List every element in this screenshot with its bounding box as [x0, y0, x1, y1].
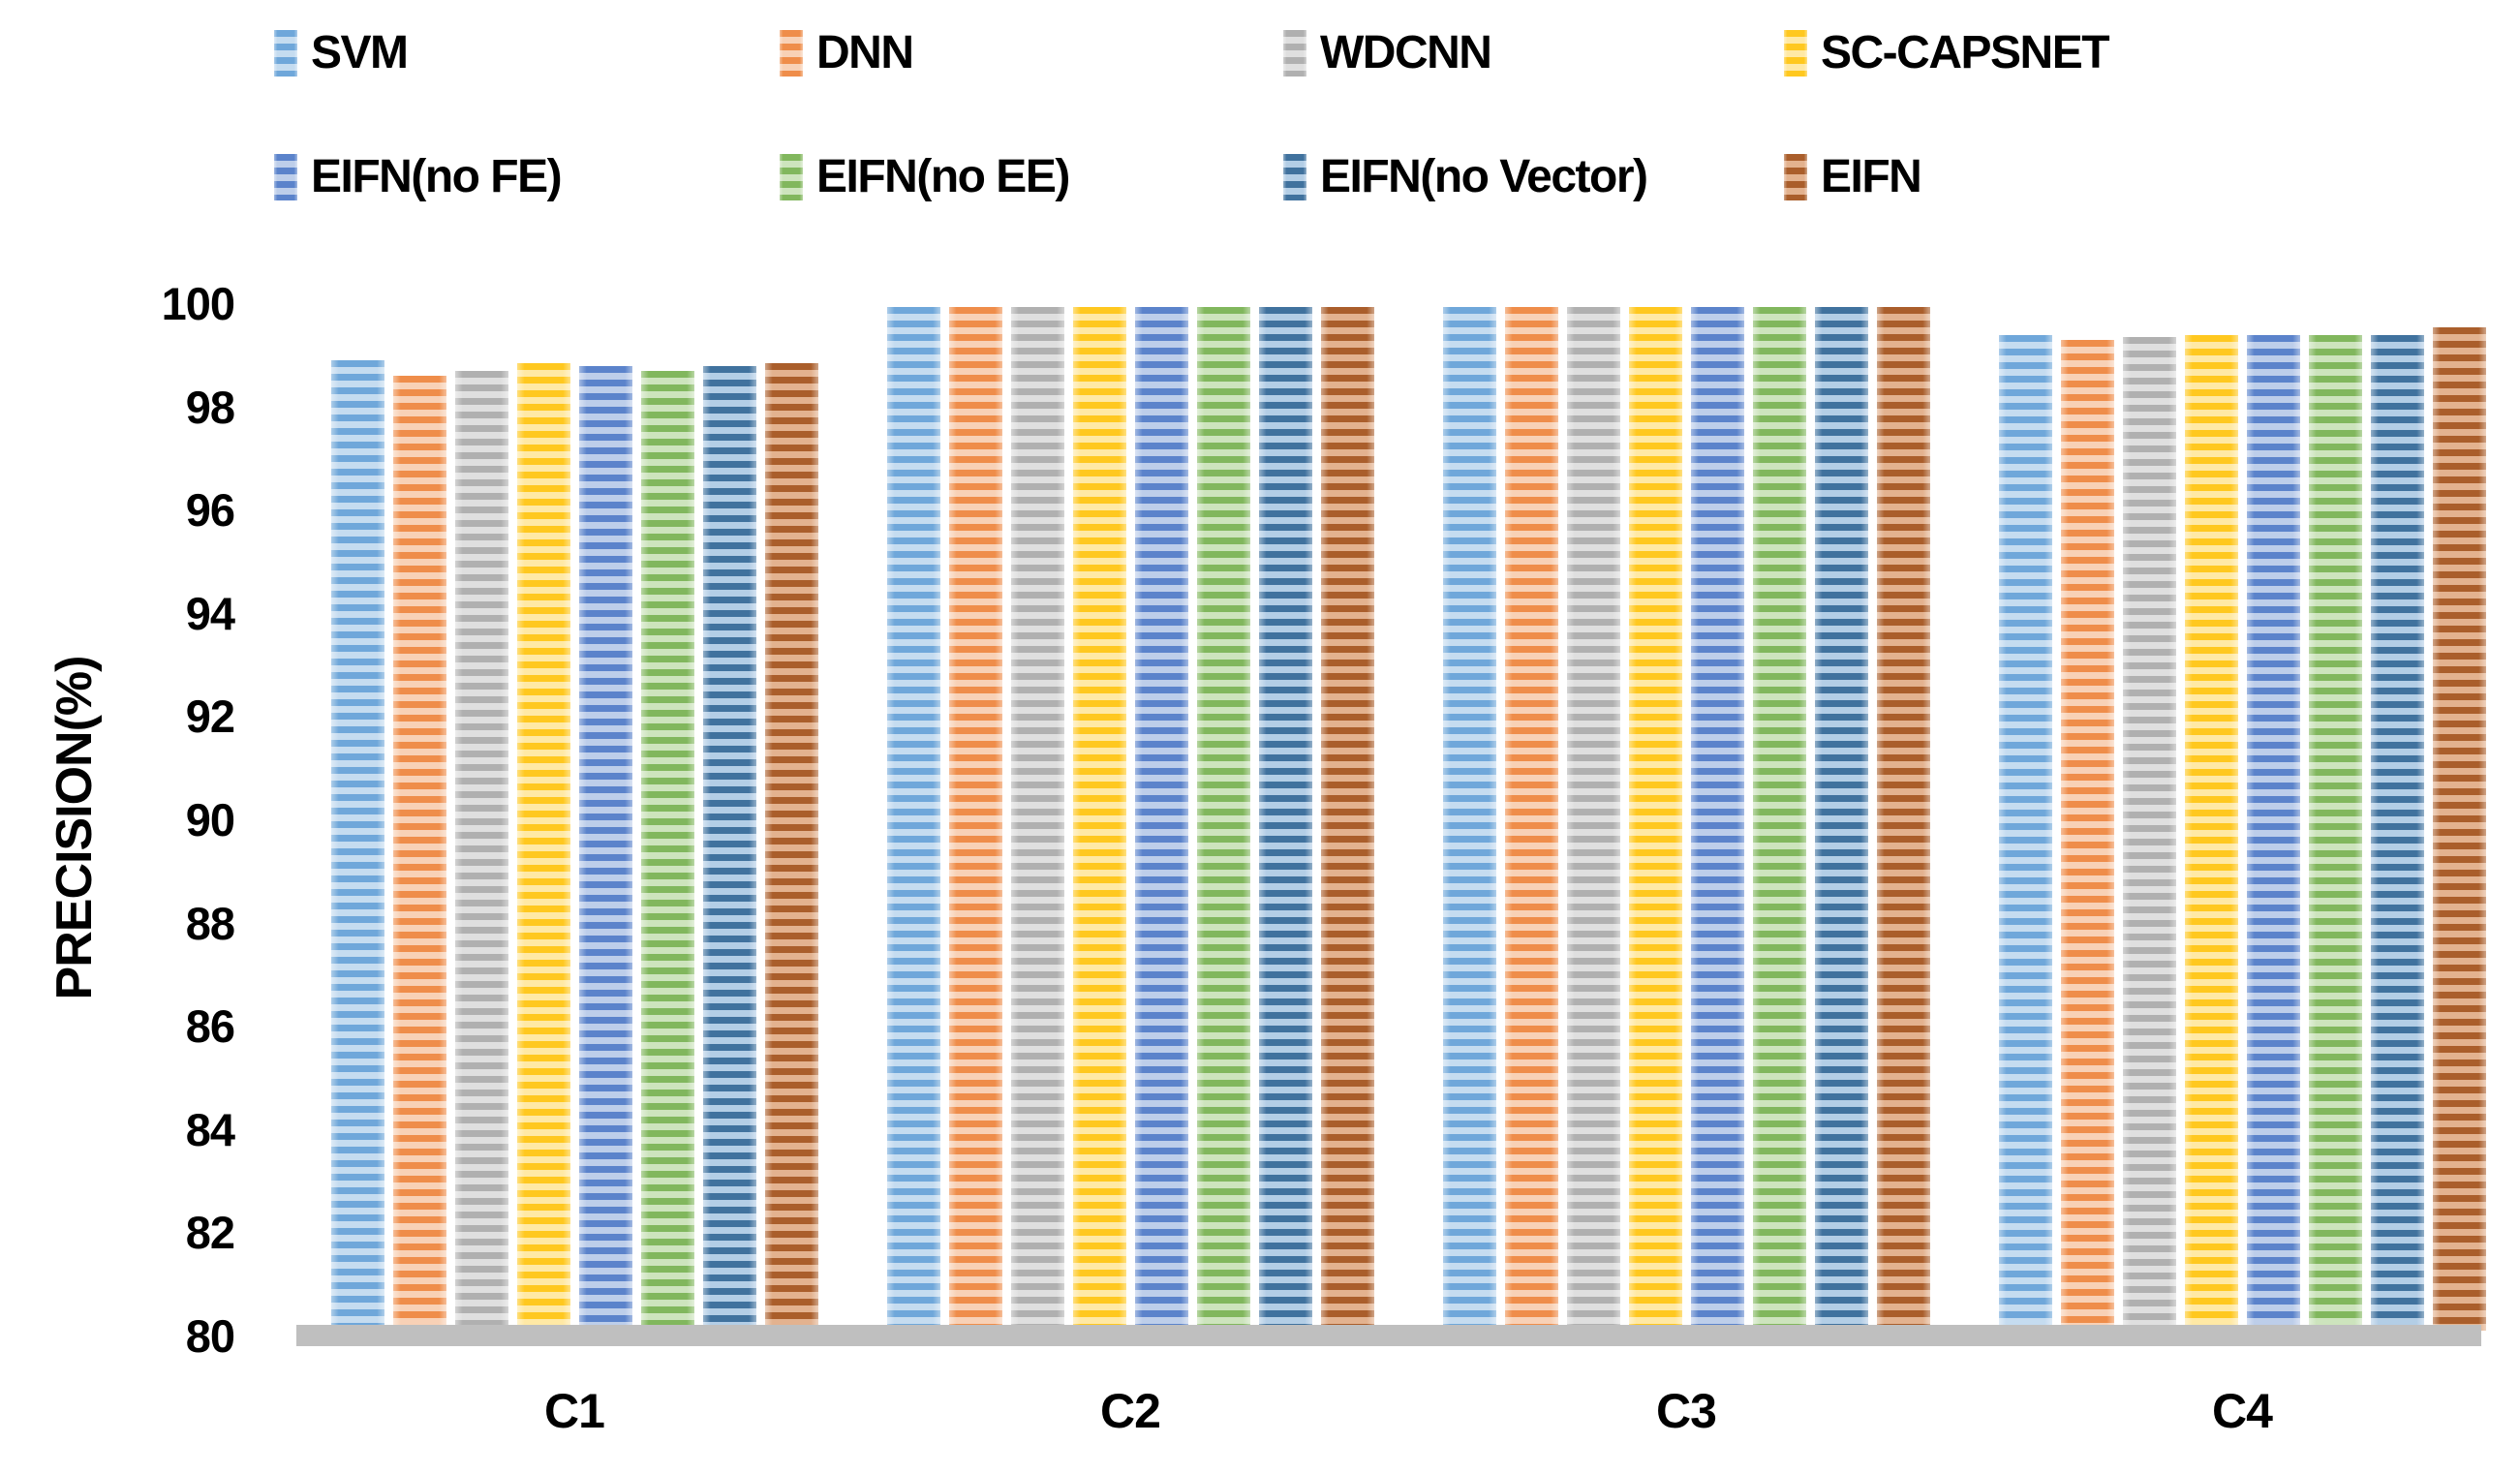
legend-swatch-icon: [1283, 30, 1306, 77]
y-tick-label: 96: [185, 484, 235, 537]
legend-item: WDCNN: [1283, 30, 1784, 77]
bar-DNN-C1: [392, 376, 446, 1331]
legend-item: SVM: [274, 30, 780, 77]
y-tick-label: 84: [185, 1103, 235, 1155]
bar-EIFN(no EE)-C3: [1752, 306, 1806, 1331]
bar-WDCNN-C2: [1010, 306, 1064, 1331]
x-category-label: C2: [1100, 1384, 1161, 1438]
bar-SC-CAPSNET-C1: [516, 362, 570, 1331]
bar-DNN-C3: [1504, 306, 1558, 1331]
bar-EIFN(no FE)-C3: [1690, 306, 1744, 1331]
x-axis-line: [296, 1325, 2481, 1346]
legend-label: EIFN(no EE): [816, 151, 1070, 202]
bar-EIFN(no Vector)-C2: [1258, 306, 1312, 1331]
bar-EIFN-C1: [764, 362, 818, 1331]
legend-item: SC-CAPSNET: [1784, 30, 2520, 77]
bar-group-C4: [1964, 304, 2520, 1331]
bar-group-C1: [296, 304, 852, 1331]
legend-item: EIFN(no EE): [780, 154, 1283, 200]
y-axis-tick-labels: 100 98 96 94 92 90 88 86 84 82 80: [0, 277, 235, 1364]
x-category-label: C4: [2212, 1384, 2273, 1438]
legend-label: EIFN(no Vector): [1320, 151, 1648, 202]
x-category-label: C1: [544, 1384, 605, 1438]
legend-label: EIFN: [1821, 151, 1922, 202]
legend-row: EIFN(no FE) EIFN(no EE) EIFN(no Vector) EIF…: [0, 143, 2520, 211]
legend-label: SVM: [311, 27, 409, 78]
legend-swatch-icon: [274, 30, 297, 77]
bar-EIFN-C3: [1876, 306, 1930, 1331]
bar-EIFN(no Vector)-C4: [2370, 334, 2424, 1331]
legend-label: EIFN(no FE): [311, 151, 563, 202]
bar-EIFN(no EE)-C1: [640, 370, 694, 1331]
bar-SVM-C3: [1442, 306, 1496, 1331]
legend-item: EIFN: [1784, 154, 2520, 200]
x-axis-labels: C1 C2 C3 C4: [296, 1383, 2520, 1439]
y-tick-label: 94: [185, 587, 235, 639]
bar-DNN-C2: [948, 306, 1002, 1331]
bar-EIFN(no FE)-C4: [2246, 334, 2300, 1331]
y-tick-label: 80: [185, 1309, 235, 1362]
legend-label: WDCNN: [1320, 27, 1492, 78]
chart-legend: SVM DNN WDCNN SC-CAPSNET EIFN(no FE) EIFN(no …: [0, 19, 2520, 267]
bar-EIFN(no FE)-C1: [578, 365, 632, 1331]
legend-swatch-icon: [1784, 30, 1807, 77]
legend-row: SVM DNN WDCNN SC-CAPSNET: [0, 19, 2520, 87]
legend-swatch-icon: [780, 30, 803, 77]
legend-item: EIFN(no FE): [274, 154, 780, 200]
y-tick-label: 88: [185, 897, 235, 949]
legend-swatch-icon: [1784, 154, 1807, 200]
plot-area: [296, 304, 2520, 1331]
legend-item: EIFN(no Vector): [1283, 154, 1784, 200]
x-category-label: C3: [1656, 1384, 1717, 1438]
y-tick-label: 90: [185, 793, 235, 845]
bar-group-C3: [1408, 304, 1964, 1331]
y-tick-label: 92: [185, 691, 235, 743]
bar-SC-CAPSNET-C3: [1628, 306, 1682, 1331]
bar-SC-CAPSNET-C4: [2184, 334, 2238, 1331]
bar-EIFN(no Vector)-C3: [1814, 306, 1868, 1331]
legend-label: SC-CAPSNET: [1821, 27, 2110, 78]
bar-WDCNN-C1: [454, 370, 508, 1331]
bar-SVM-C4: [1998, 334, 2052, 1331]
bar-SVM-C2: [886, 306, 940, 1331]
legend-swatch-icon: [274, 154, 297, 200]
y-tick-label: 82: [185, 1207, 235, 1259]
bar-WDCNN-C4: [2122, 337, 2176, 1331]
legend-swatch-icon: [1283, 154, 1306, 200]
bar-group-C2: [852, 304, 1408, 1331]
y-tick-label: 86: [185, 1000, 235, 1053]
bar-EIFN(no FE)-C2: [1134, 306, 1188, 1331]
bar-EIFN(no Vector)-C1: [702, 365, 756, 1331]
bar-WDCNN-C3: [1566, 306, 1620, 1331]
bar-SC-CAPSNET-C2: [1072, 306, 1126, 1331]
legend-item: DNN: [780, 30, 1283, 77]
bar-EIFN(no EE)-C4: [2308, 334, 2362, 1331]
legend-label: DNN: [816, 27, 914, 78]
bar-EIFN(no EE)-C2: [1196, 306, 1250, 1331]
legend-swatch-icon: [780, 154, 803, 200]
y-tick-label: 98: [185, 381, 235, 433]
bar-SVM-C1: [330, 360, 384, 1331]
bar-EIFN-C2: [1320, 306, 1374, 1331]
bar-DNN-C4: [2060, 340, 2114, 1331]
y-tick-label: 100: [161, 278, 235, 329]
bar-EIFN-C4: [2432, 326, 2486, 1331]
